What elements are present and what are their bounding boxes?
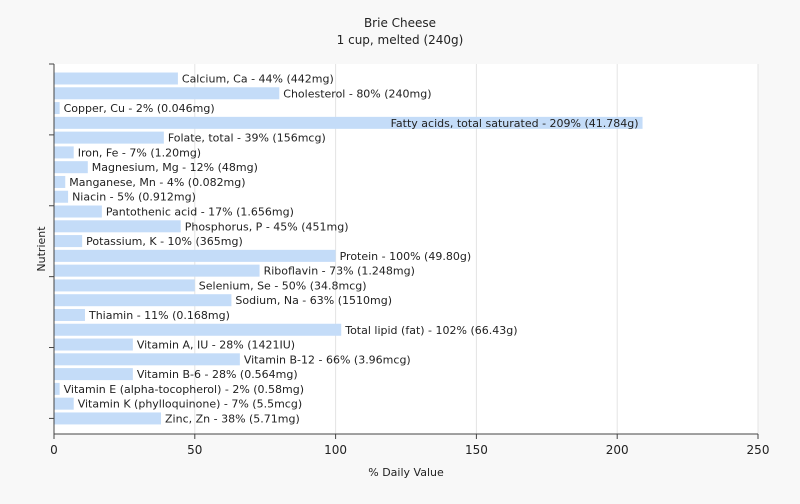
bar-label: Potassium, K - 10% (365mg) <box>86 235 243 248</box>
bar <box>54 131 164 144</box>
bar-label: Total lipid (fat) - 102% (66.43g) <box>344 324 517 337</box>
bar <box>54 72 178 85</box>
bar-label: Iron, Fe - 7% (1.20mg) <box>78 146 201 159</box>
bar-label: Cholesterol - 80% (240mg) <box>283 87 431 100</box>
x-tick-label: 200 <box>606 443 629 457</box>
axes <box>49 63 758 435</box>
bar <box>54 87 280 100</box>
bar <box>54 264 260 277</box>
x-tick-label: 100 <box>324 443 347 457</box>
bar <box>54 412 162 425</box>
bar <box>54 190 69 203</box>
bar-label: Riboflavin - 73% (1.248mg) <box>264 265 415 278</box>
bar-label: Vitamin B-12 - 66% (3.96mcg) <box>244 353 411 366</box>
bar <box>54 368 133 381</box>
bar-label: Folate, total - 39% (156mcg) <box>168 132 326 145</box>
bar <box>54 175 66 188</box>
bar <box>54 205 102 218</box>
bar-label: Manganese, Mn - 4% (0.082mg) <box>69 176 245 189</box>
bar <box>54 338 133 351</box>
bar <box>54 116 643 129</box>
bars: Calcium, Ca - 44% (442mg)Cholesterol - 8… <box>54 72 643 425</box>
bar-label: Niacin - 5% (0.912mg) <box>72 191 196 204</box>
bar <box>54 397 74 410</box>
bar-label: Pantothenic acid - 17% (1.656mg) <box>106 206 294 219</box>
bar-label: Vitamin K (phylloquinone) - 7% (5.5mcg) <box>78 398 302 411</box>
bar-label: Vitamin A, IU - 28% (1421IU) <box>137 339 295 352</box>
bar <box>54 382 60 395</box>
bar <box>54 161 88 174</box>
bar-label: Fatty acids, total saturated - 209% (41.… <box>391 117 639 130</box>
x-tick-label: 250 <box>747 443 770 457</box>
bar-label: Zinc, Zn - 38% (5.71mg) <box>165 412 300 425</box>
bar <box>54 146 74 159</box>
bar-label: Calcium, Ca - 44% (442mg) <box>182 73 334 86</box>
bar-label: Vitamin B-6 - 28% (0.564mg) <box>137 368 298 381</box>
y-axis-label: Nutrient <box>35 226 48 272</box>
chart-title: Brie Cheese <box>364 16 436 30</box>
bar-label: Copper, Cu - 2% (0.046mg) <box>64 102 215 115</box>
bar-label: Vitamin E (alpha-tocopherol) - 2% (0.58m… <box>64 383 304 396</box>
x-tick-label: 0 <box>50 443 58 457</box>
x-tick-label: 50 <box>187 443 202 457</box>
bar-label: Thiamin - 11% (0.168mg) <box>88 309 230 322</box>
bar <box>54 235 83 248</box>
x-tick-label: 150 <box>465 443 488 457</box>
bar <box>54 353 240 366</box>
x-axis-label: % Daily Value <box>368 466 444 479</box>
bar-label: Selenium, Se - 50% (34.8mcg) <box>199 279 367 292</box>
bar <box>54 220 181 233</box>
bar <box>54 249 336 262</box>
chart-subtitle: 1 cup, melted (240g) <box>337 33 464 47</box>
x-ticks: 0 50 100 150 200 250 <box>50 434 769 457</box>
bar <box>54 279 195 292</box>
bar-label: Sodium, Na - 63% (1510mg) <box>235 294 392 307</box>
bar <box>54 323 342 336</box>
bar-label: Magnesium, Mg - 12% (48mg) <box>92 161 258 174</box>
bar <box>54 308 85 321</box>
bar-label: Protein - 100% (49.80g) <box>340 250 472 263</box>
bar-label: Phosphorus, P - 45% (451mg) <box>185 220 349 233</box>
bar <box>54 294 232 307</box>
bar <box>54 102 60 115</box>
